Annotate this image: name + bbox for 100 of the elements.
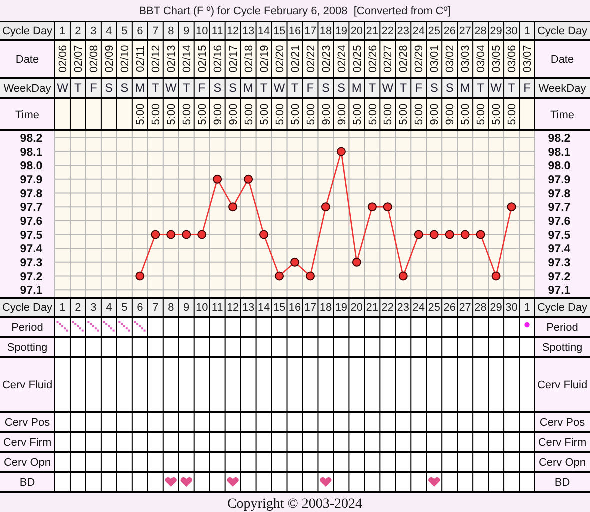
y2-tick-label: 98.0 bbox=[548, 160, 571, 173]
point bbox=[321, 202, 330, 212]
y2-tick-label: 97.9 bbox=[548, 174, 571, 187]
text: 03/04 bbox=[476, 45, 488, 73]
x-tick-label: 25 bbox=[428, 302, 440, 314]
x-tick-label: 6 bbox=[137, 302, 144, 314]
text: 5:00 bbox=[196, 104, 209, 126]
point bbox=[476, 230, 486, 240]
y2-tick-label: 97.8 bbox=[548, 188, 572, 200]
x-tick-label: 23 bbox=[397, 302, 410, 314]
point bbox=[136, 272, 145, 281]
y-tick-label: 97.1 bbox=[20, 285, 44, 298]
text: 5:00 bbox=[460, 104, 472, 126]
chart-title: BBT Chart (F º) for Cycle February 6, 2008 [Converted from Cº] bbox=[139, 5, 451, 18]
text: 02/12 bbox=[150, 45, 162, 73]
category-label: 16 bbox=[288, 25, 302, 38]
category-label: Cerv Pos bbox=[540, 416, 586, 429]
category-label: WeekDay bbox=[538, 82, 586, 95]
x-tick-label: 19 bbox=[335, 302, 348, 314]
text: W bbox=[382, 81, 394, 96]
x-axis-title: Cycle Day bbox=[2, 302, 54, 314]
text: F bbox=[306, 81, 314, 96]
text: S bbox=[430, 81, 438, 96]
text: Cycle Day bbox=[537, 302, 588, 314]
text: T bbox=[400, 81, 408, 96]
text: S bbox=[214, 81, 222, 96]
y2-tick-label: 97.1 bbox=[548, 285, 572, 298]
category-label: 10 bbox=[196, 25, 208, 38]
y2-tick-label: 98.2 bbox=[548, 133, 571, 146]
category-label: 30 bbox=[506, 25, 518, 38]
text: 02/10 bbox=[120, 45, 132, 73]
text: W bbox=[490, 81, 502, 96]
y-tick-label: 97.4 bbox=[20, 244, 44, 256]
text: 02/22 bbox=[305, 45, 318, 73]
text: M bbox=[135, 81, 146, 96]
category-label: Spotting bbox=[7, 342, 48, 354]
text: 5:00 bbox=[150, 104, 162, 126]
text: 02/06 bbox=[58, 45, 70, 73]
x-tick-label: 3 bbox=[90, 302, 97, 314]
x-tick-label: 26 bbox=[444, 302, 456, 314]
category-label: Cerv Opn bbox=[538, 456, 586, 469]
text: 02/25 bbox=[352, 45, 364, 73]
text: 02/23 bbox=[320, 45, 333, 73]
x-tick-label: 11 bbox=[212, 302, 224, 314]
category-label: Period bbox=[12, 322, 44, 334]
text: Cycle Day bbox=[2, 25, 53, 38]
text: 5:00 bbox=[398, 104, 410, 126]
text: S bbox=[229, 81, 238, 96]
text: 03/02 bbox=[444, 45, 457, 73]
point bbox=[166, 230, 176, 240]
y2-tick-label: 97.4 bbox=[548, 244, 572, 256]
y2-tick-label: 97.3 bbox=[548, 258, 571, 270]
text: S bbox=[322, 81, 330, 96]
y-tick-label: 97.7 bbox=[20, 202, 43, 214]
text: W bbox=[165, 81, 177, 96]
y2-tick-label: 97.6 bbox=[548, 216, 571, 228]
y2-tick-label: 97.5 bbox=[548, 230, 572, 242]
category-label: 28 bbox=[474, 25, 487, 38]
category-label: 21 bbox=[366, 25, 379, 38]
x-tick-label: 5 bbox=[122, 302, 128, 314]
text: M bbox=[460, 81, 470, 96]
text: 5:00 bbox=[352, 104, 364, 126]
x-tick-label: 30 bbox=[506, 302, 518, 314]
x-tick-label: 10 bbox=[196, 302, 208, 314]
text: 02/13 bbox=[166, 45, 178, 73]
category-label: 13 bbox=[242, 25, 255, 38]
text: 9:00 bbox=[320, 104, 333, 126]
x-tick-label: 17 bbox=[304, 302, 317, 314]
text: F bbox=[415, 81, 423, 96]
point bbox=[336, 147, 346, 156]
x-tick-label: 18 bbox=[320, 302, 332, 314]
point bbox=[414, 230, 424, 240]
category-label: Date bbox=[550, 54, 574, 66]
point bbox=[492, 272, 501, 281]
category-label: Cerv Firm bbox=[3, 436, 52, 449]
text: 02/11 bbox=[135, 46, 148, 72]
text: 02/15 bbox=[196, 45, 209, 73]
category-label: 8 bbox=[168, 25, 174, 38]
text: 02/09 bbox=[104, 45, 116, 73]
text: 02/18 bbox=[243, 45, 256, 73]
y-tick-label: 97.6 bbox=[20, 216, 43, 228]
text: 02/14 bbox=[181, 45, 194, 73]
point bbox=[352, 258, 362, 267]
x-tick-label: 21 bbox=[366, 302, 379, 314]
x-tick-label: 12 bbox=[226, 302, 240, 314]
text: S bbox=[446, 81, 454, 96]
text: 02/24 bbox=[336, 45, 348, 73]
x-tick-label: 1 bbox=[524, 302, 530, 314]
x-tick-label: 2 bbox=[75, 302, 82, 314]
text: T bbox=[368, 81, 376, 96]
text: 03/07 bbox=[522, 45, 534, 73]
text: S bbox=[120, 81, 129, 96]
category-label: 6 bbox=[137, 25, 144, 38]
text: 03/03 bbox=[460, 45, 472, 73]
text: T bbox=[508, 81, 516, 96]
y-tick-label: 97.2 bbox=[20, 271, 43, 284]
point bbox=[151, 230, 160, 240]
y-tick-label: 98.2 bbox=[20, 133, 43, 146]
y2-tick-label: 97.2 bbox=[548, 271, 571, 284]
text: T bbox=[260, 81, 268, 96]
